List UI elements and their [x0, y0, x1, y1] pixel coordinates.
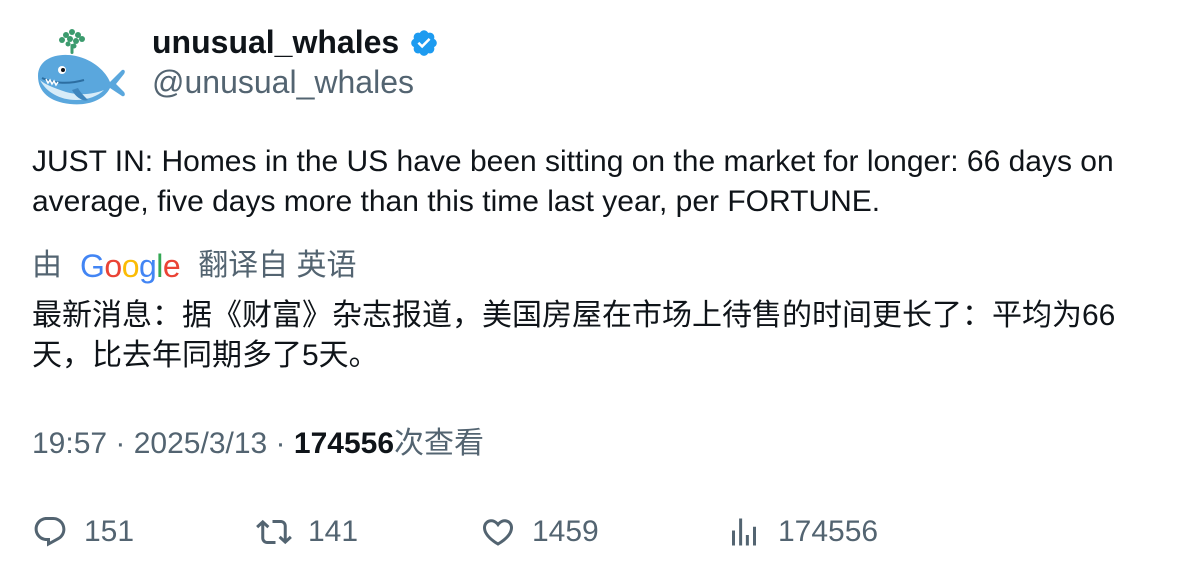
reply-icon	[34, 517, 66, 547]
verified-badge-icon	[409, 28, 439, 58]
retweet-button[interactable]: 141	[256, 510, 358, 554]
views-count: 174556	[293, 427, 394, 460]
google-logo-letter: o	[104, 248, 122, 284]
tweet-meta: 19:57 · 2025/3/13 · 174556次查看	[32, 424, 484, 464]
google-logo-letter: g	[138, 248, 157, 284]
google-logo-letter: l	[156, 248, 163, 284]
author-name-row: unusual_whales	[152, 22, 439, 62]
reply-count: 151	[84, 515, 135, 548]
retweet-icon	[256, 519, 292, 545]
views-label: 次查看	[394, 427, 484, 460]
whale-avatar-icon[interactable]	[32, 26, 128, 112]
tweet-text: JUST IN: Homes in the US have been sitti…	[32, 145, 1114, 218]
action-bar: 151 141 1459 174556	[32, 510, 1172, 554]
heart-icon	[482, 519, 514, 546]
views-action-count: 174556	[778, 515, 879, 548]
like-button[interactable]: 1459	[480, 510, 599, 554]
google-logo: Google	[80, 246, 181, 286]
meta-separator: ·	[267, 427, 294, 460]
bar-chart-icon	[732, 518, 756, 546]
reply-button[interactable]: 151	[32, 510, 134, 554]
like-count: 1459	[532, 515, 599, 548]
translated-from-label: 翻译自 英语	[198, 249, 357, 282]
tweet-time[interactable]: 19:57	[32, 427, 108, 460]
translation-attribution[interactable]: 由 Google 翻译自 英语	[32, 246, 357, 286]
meta-separator: ·	[107, 427, 134, 460]
google-logo-letter: e	[162, 248, 181, 284]
retweet-count: 141	[308, 515, 359, 548]
tweet-date[interactable]: 2025/3/13	[133, 427, 268, 460]
translated-tweet-text: 最新消息：据《财富》杂志报道，美国房屋在市场上待售的时间更长了：平均为66天，比…	[32, 299, 1116, 372]
translated-by-label: 由	[32, 249, 62, 282]
views-button[interactable]: 174556	[726, 510, 878, 554]
google-logo-letter: o	[121, 248, 140, 284]
google-logo-letter: G	[80, 248, 105, 284]
author-handle[interactable]: @unusual_whales	[152, 64, 414, 100]
author-display-name[interactable]: unusual_whales	[152, 24, 400, 60]
